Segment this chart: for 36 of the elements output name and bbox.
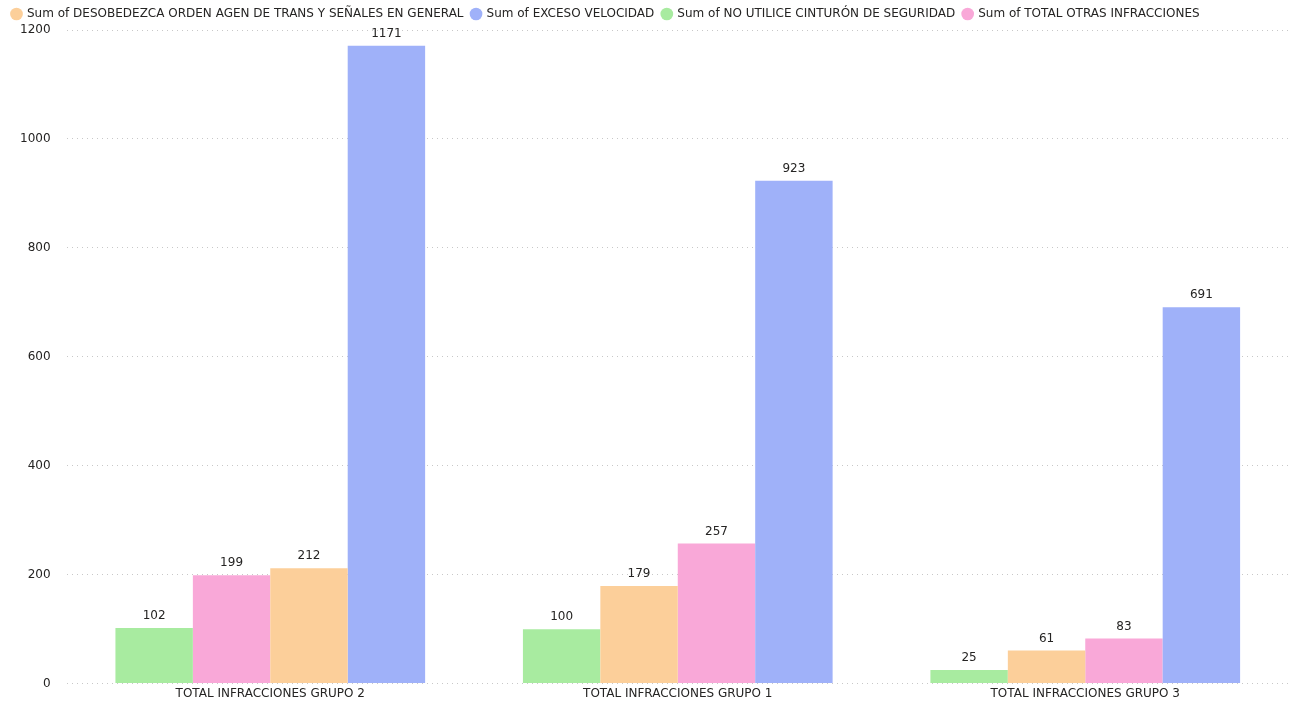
y-tick-label: 400 (27, 457, 51, 472)
data-label: 102 (142, 608, 166, 623)
bar (1162, 307, 1241, 684)
y-tick-label: 200 (27, 566, 51, 581)
bar (1007, 650, 1086, 684)
legend-label: Sum of TOTAL OTRAS INFRACCIONES (978, 6, 1200, 21)
bar (115, 628, 193, 684)
y-tick-label: 1200 (19, 22, 51, 37)
data-label: 923 (782, 161, 806, 175)
legend-label: Sum of EXCESO VELOCIDAD (486, 6, 655, 21)
legend-label: Sum of NO UTILICE CINTURÓN DE SEGURIDAD (677, 5, 956, 21)
legend-label: Sum of DESOBEDEZCA ORDEN AGEN DE TRANS Y SEÑALES EN GENERAL (27, 5, 464, 21)
bar (347, 45, 426, 684)
data-label: 83 (1116, 618, 1132, 633)
data-label: 25 (961, 650, 977, 665)
data-label: 1171 (371, 25, 402, 40)
bar (755, 180, 833, 684)
bar (522, 629, 601, 684)
y-tick-label: 800 (27, 239, 51, 254)
bar (1085, 638, 1163, 684)
data-label: 212 (297, 548, 321, 563)
y-tick-label: 600 (27, 348, 51, 363)
data-label: 179 (627, 566, 651, 581)
bar (600, 586, 678, 684)
x-tick-label: TOTAL INFRACCIONES GRUPO 2 (174, 685, 365, 700)
y-tick-label: 1000 (19, 131, 51, 146)
data-label: 199 (220, 555, 244, 570)
data-label: 257 (705, 523, 728, 538)
bar (930, 669, 1008, 684)
x-tick-label: TOTAL INFRACCIONES GRUPO 1 (582, 685, 773, 700)
y-tick-label: 0 (42, 675, 51, 690)
data-label: 691 (1189, 287, 1213, 302)
bar (677, 543, 756, 684)
data-label: 100 (550, 609, 574, 624)
x-tick-label: TOTAL INFRACCIONES GRUPO 3 (989, 685, 1180, 700)
data-label: 61 (1038, 630, 1055, 645)
